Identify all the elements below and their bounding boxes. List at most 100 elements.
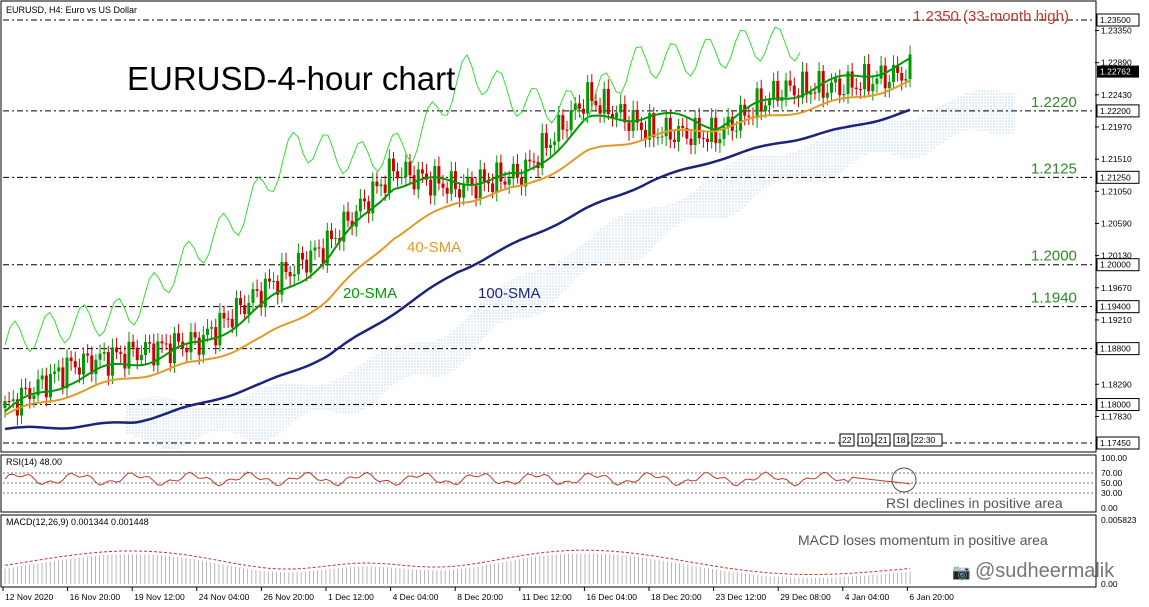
candle-body (437, 166, 441, 184)
candle-body (582, 108, 586, 114)
price-tick-label: 1.20590 (1101, 218, 1132, 228)
price-tick-label: 1.19670 (1101, 283, 1132, 293)
candle-body (470, 177, 474, 186)
candle-body (48, 374, 52, 398)
macd-tick-label: 0.005823 (1101, 515, 1137, 525)
candle-body (40, 375, 44, 380)
candle-body (482, 169, 486, 182)
candle-body (718, 139, 722, 144)
candle-body (346, 211, 350, 221)
candle-body (197, 337, 201, 355)
candle-body (144, 342, 148, 355)
candle-body (305, 259, 309, 273)
candle-body (358, 198, 362, 212)
candle-body (511, 163, 515, 179)
period-cell-1 (857, 433, 873, 447)
candle-body (160, 341, 164, 344)
candle-body (24, 387, 28, 389)
candle-body (226, 318, 230, 320)
candle-body (115, 347, 119, 353)
candle-body (747, 115, 751, 117)
candle-body (102, 351, 106, 354)
price-tick-label: 1.22890 (1101, 58, 1132, 68)
price-tick-label: 1.17830 (1101, 411, 1132, 421)
rsi-label: RSI(14) 48.00 (6, 457, 62, 467)
main-panel-frame (0, 0, 1097, 453)
candle-body (648, 113, 652, 140)
candle-body (586, 82, 590, 114)
candle-body (243, 305, 247, 315)
candle-body (400, 177, 404, 179)
period-cell-3 (893, 433, 909, 447)
candle-body (15, 399, 19, 416)
price-tick-label: 1.20130 (1101, 251, 1132, 261)
candle-body (317, 247, 321, 249)
sma-40-line (4, 79, 911, 416)
candle-body (739, 104, 743, 131)
candle-body (660, 136, 664, 138)
candle-body (164, 343, 168, 345)
watermark-text: @sudheermalik (975, 560, 1115, 582)
label-100-sma: 100-SMA (478, 285, 541, 302)
candle-body (177, 333, 181, 342)
candle-body (466, 177, 470, 184)
time-tick-label: 6 Jan 20:00 (909, 592, 954, 602)
candle-body (677, 125, 681, 142)
candle-body (445, 187, 449, 194)
candle-body (846, 71, 850, 95)
candle-body (610, 113, 614, 118)
candle-body (623, 104, 627, 123)
time-tick-label: 26 Nov 20:00 (263, 592, 314, 602)
candle-body (201, 334, 205, 355)
cloud-area (125, 89, 1015, 450)
candle-body (234, 298, 238, 328)
candle-body (453, 171, 457, 190)
candle-body (573, 103, 577, 111)
candle-body (639, 122, 643, 130)
candle-body (110, 347, 114, 376)
level-box-2 (1096, 170, 1140, 184)
period-cell-label-2: 21 (878, 435, 888, 445)
candle-body (594, 101, 598, 106)
current-price-label: 1.22762 (1100, 67, 1131, 77)
candle-body (499, 162, 503, 182)
candle-body (486, 181, 490, 184)
price-tick-label: 1.21970 (1101, 122, 1132, 132)
candle-body (263, 278, 267, 308)
candle-body (474, 185, 478, 199)
level-box-0 (1096, 13, 1140, 27)
level-label-3: 1.2000 (1031, 248, 1077, 265)
level-box-6 (1096, 398, 1140, 412)
time-tick-label: 8 Dec 20:00 (457, 592, 503, 602)
macd-tick-label: 0.00 (1101, 579, 1118, 589)
candle-body (65, 357, 69, 389)
candle-body (123, 353, 127, 369)
period-cell-label-1: 10 (860, 435, 870, 445)
candle-body (329, 230, 333, 239)
candle-body (168, 343, 172, 364)
time-tick-label: 18 Dec 20:00 (651, 592, 702, 602)
candle-body (251, 289, 255, 303)
candle-body (540, 133, 544, 169)
watermark: 📷 @sudheermalik (952, 560, 1115, 582)
candle-body (904, 79, 908, 81)
level-label-4: 1.1940 (1031, 290, 1077, 307)
candle-body (77, 367, 81, 375)
candle-body (879, 65, 883, 79)
candle-body (722, 127, 726, 140)
time-tick-label: 24 Nov 04:00 (199, 592, 250, 602)
candle-body (817, 70, 821, 93)
candle-body (635, 110, 639, 123)
level-box-label-3: 1.20000 (1100, 260, 1131, 270)
annotation-high: 1.2350 (33-month high) (913, 8, 1069, 25)
candle-body (701, 138, 705, 140)
candle-body (259, 290, 263, 308)
candle-body (891, 64, 895, 83)
macd-panel: 0.005823 0.00 (4, 515, 1137, 589)
rsi-tick-label: 50.00 (1101, 478, 1123, 488)
price-tick-label: 1.23350 (1101, 25, 1132, 35)
sma-100-line (4, 108, 911, 431)
rsi-tick-label: 100.00 (1101, 453, 1127, 463)
